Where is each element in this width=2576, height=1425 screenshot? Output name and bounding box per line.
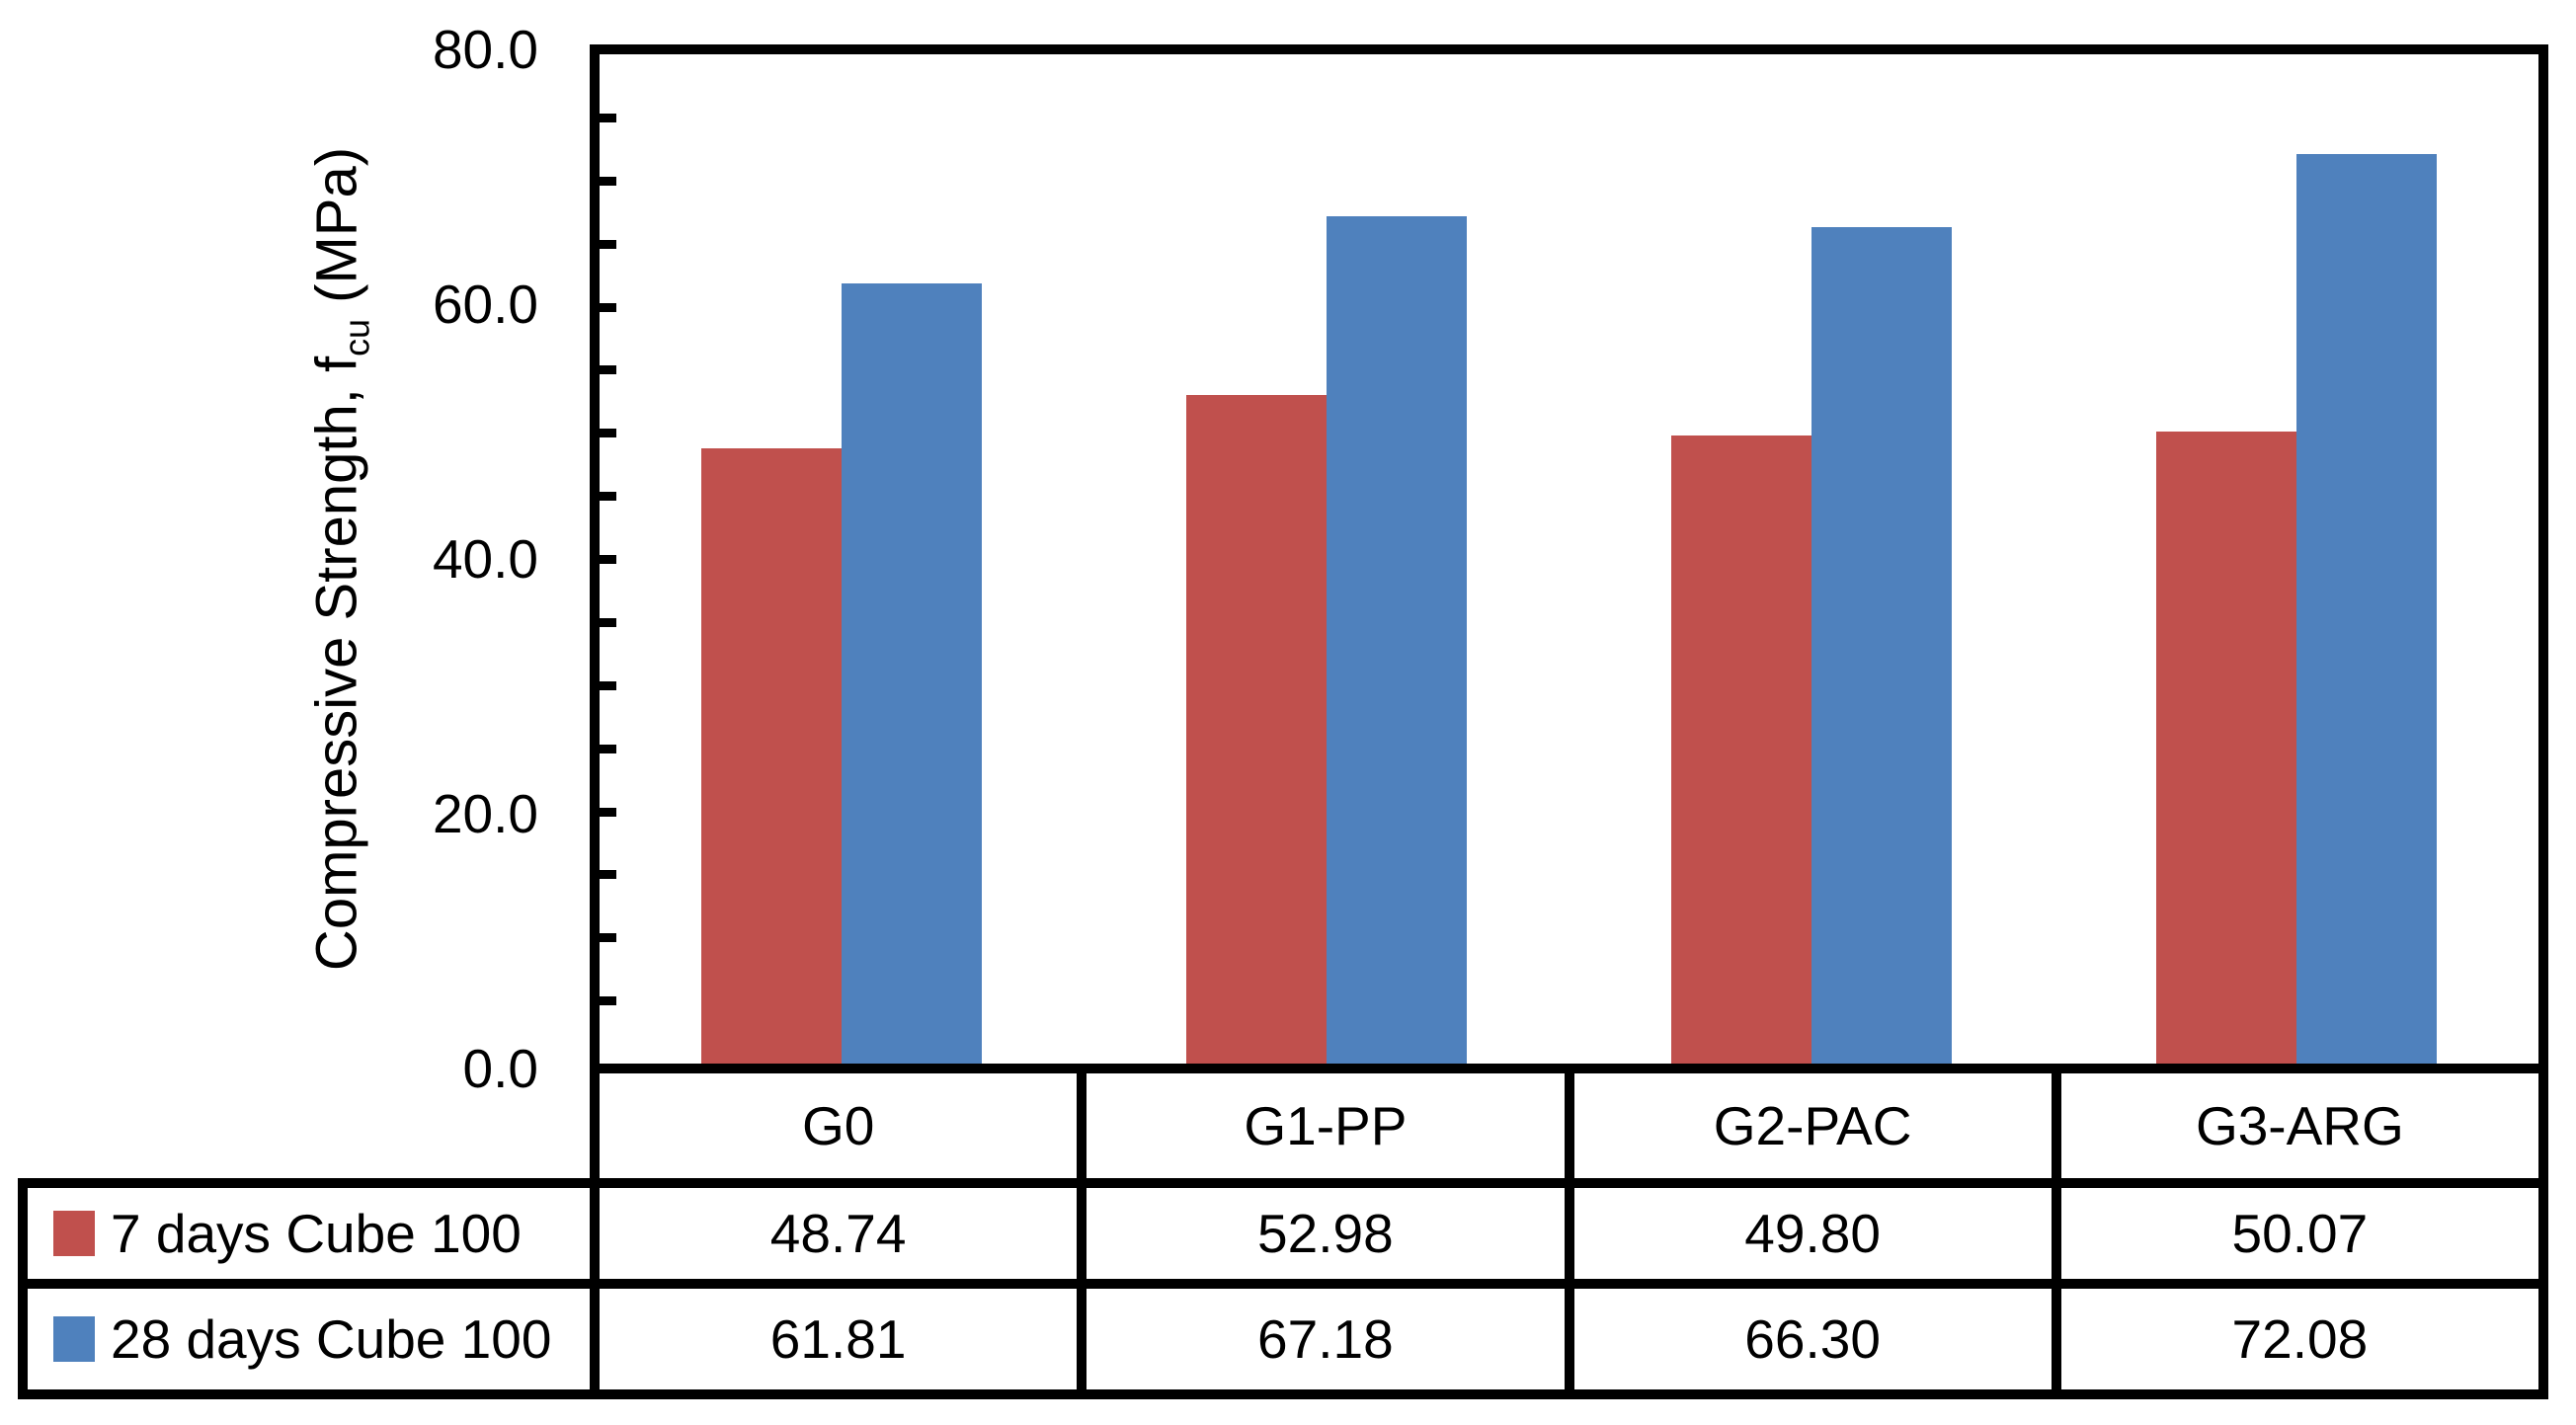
legend-label: 28 days Cube 100 — [111, 1308, 552, 1370]
value-cell: 48.74 — [769, 1203, 907, 1264]
bar-group-g0 — [600, 54, 1085, 1064]
value-cell: 67.18 — [1077, 1289, 1564, 1389]
bar-group-g3-arg — [2053, 54, 2538, 1064]
value-cell: 49.80 — [1564, 1188, 2052, 1279]
category-header-g3-arg: G3-ARG — [2051, 1073, 2538, 1178]
y-axis-minor-tick — [600, 176, 616, 186]
category-header-row: G0 G1-PP G2-PAC G3-ARG — [590, 1073, 2548, 1178]
bar-group-g2-pac — [1570, 54, 2054, 1064]
bar-28-days-cube-100-g3-arg — [2295, 154, 2437, 1064]
legend-swatch — [53, 1316, 95, 1362]
y-tick-label: 20.0 — [432, 783, 538, 844]
category-header-g0: G0 — [801, 1095, 875, 1156]
legend-cell: 28 days Cube 100 — [28, 1289, 600, 1389]
table-row-28-days-cube-100: 28 days Cube 100 61.81 67.18 66.30 72.08 — [18, 1279, 2548, 1399]
y-axis-minor-tick — [600, 996, 616, 1006]
value-cell: 72.08 — [2051, 1289, 2538, 1389]
y-axis-minor-tick — [600, 680, 616, 690]
y-axis-minor-tick — [600, 492, 616, 502]
bar-7-days-cube-100-g2-pac — [1670, 435, 1811, 1064]
legend-cell: 7 days Cube 100 — [28, 1188, 600, 1279]
value-cell: 52.98 — [1077, 1188, 1564, 1279]
y-axis-minor-tick — [600, 617, 616, 627]
y-tick-label: 60.0 — [432, 274, 538, 335]
y-axis-minor-tick — [600, 744, 616, 753]
y-axis-minor-tick — [600, 555, 616, 564]
category-header-g2-pac: G2-PAC — [1564, 1073, 2052, 1178]
y-axis-minor-tick — [600, 807, 616, 817]
legend-label: 7 days Cube 100 — [111, 1203, 522, 1264]
bar-28-days-cube-100-g2-pac — [1811, 227, 1952, 1064]
bar-28-days-cube-100-g1-pp — [1327, 215, 1468, 1064]
plot-inner — [600, 54, 2538, 1064]
bar-7-days-cube-100-g0 — [701, 448, 843, 1064]
category-header-g1-pp: G1-PP — [1077, 1073, 1564, 1178]
bar-28-days-cube-100-g0 — [842, 283, 983, 1064]
y-axis-tick-labels: 0.0 20.0 40.0 60.0 80.0 — [277, 0, 538, 1425]
y-tick-label: 0.0 — [462, 1038, 538, 1099]
value-cell: 50.07 — [2051, 1188, 2538, 1279]
plot-area — [590, 44, 2548, 1073]
y-axis-minor-tick — [600, 302, 616, 312]
bar-7-days-cube-100-g1-pp — [1186, 395, 1328, 1064]
y-tick-label: 80.0 — [432, 19, 538, 80]
y-axis-minor-tick — [600, 933, 616, 943]
bar-group-g1-pp — [1085, 54, 1570, 1064]
y-axis-minor-tick — [600, 239, 616, 249]
bar-7-days-cube-100-g3-arg — [2155, 432, 2296, 1064]
legend-swatch — [53, 1211, 95, 1256]
table-row-7-days-cube-100: 7 days Cube 100 48.74 52.98 49.80 50.07 — [18, 1178, 2548, 1289]
y-tick-label: 40.0 — [432, 528, 538, 590]
y-axis-minor-tick — [600, 113, 616, 122]
y-axis-minor-tick — [600, 870, 616, 880]
value-cell: 61.81 — [769, 1308, 907, 1370]
y-axis-minor-tick — [600, 365, 616, 375]
y-axis-minor-tick — [600, 429, 616, 438]
value-cell: 66.30 — [1564, 1289, 2052, 1389]
